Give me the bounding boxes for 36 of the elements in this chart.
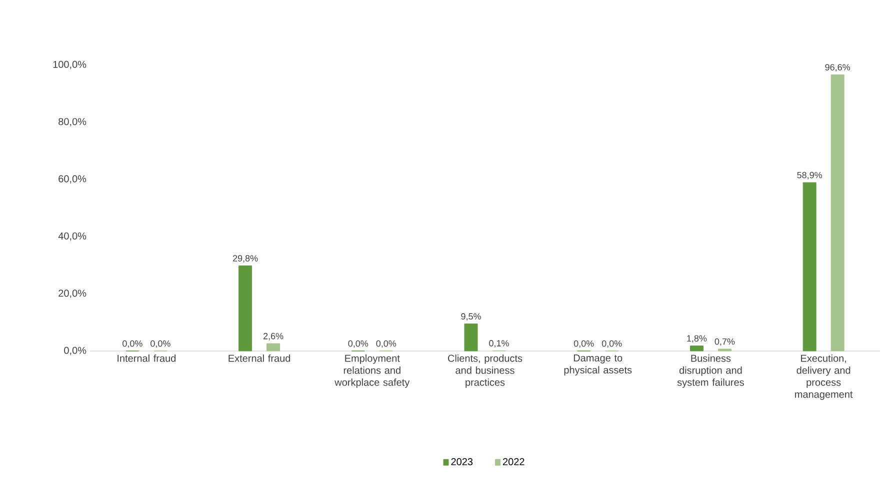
x-tick-label: Clients, products and business practices [448, 354, 522, 388]
data-label: 0,0% [150, 340, 170, 348]
y-tick-label: 20,0% [58, 290, 86, 298]
data-label: 0,0% [602, 340, 622, 348]
y-tick-label: 40,0% [58, 232, 86, 241]
x-tick-label: External fraud [228, 354, 290, 362]
data-label: 0,0% [122, 340, 142, 348]
y-tick-label: 100,0% [53, 60, 86, 70]
legend-label: 2023 [451, 458, 473, 466]
data-label: 2,6% [263, 332, 284, 340]
y-tick-label: 0,0% [64, 346, 86, 356]
bar [830, 74, 844, 352]
y-tick-label: 60,0% [58, 175, 86, 184]
bar [690, 346, 704, 352]
legend-label: 2022 [503, 458, 524, 466]
data-label: 1,8% [687, 335, 707, 343]
data-label: 96,6% [825, 64, 850, 72]
x-tick-label: Damage to physical assets [564, 354, 632, 376]
bar [464, 324, 478, 352]
y-tick-label: 80,0% [58, 118, 86, 126]
data-label: 0,0% [348, 340, 368, 348]
bar [718, 348, 732, 352]
x-tick-label: Business disruption and system failures [677, 354, 744, 388]
x-tick-label: Execution, delivery and process management [795, 354, 853, 400]
x-tick-label: Internal fraud [118, 354, 176, 362]
x-tick-label: Employment relations and workplace safety [334, 354, 410, 388]
data-label: 29,8% [232, 255, 258, 263]
bar [802, 182, 816, 352]
data-label: 58,9% [797, 172, 822, 180]
bar [266, 343, 280, 352]
data-label: 0,0% [574, 340, 594, 348]
bar [238, 266, 252, 352]
data-label: 0,0% [376, 340, 396, 348]
data-label: 0,1% [489, 340, 509, 348]
data-label: 9,5% [461, 313, 481, 321]
data-label: 0,7% [714, 338, 735, 346]
